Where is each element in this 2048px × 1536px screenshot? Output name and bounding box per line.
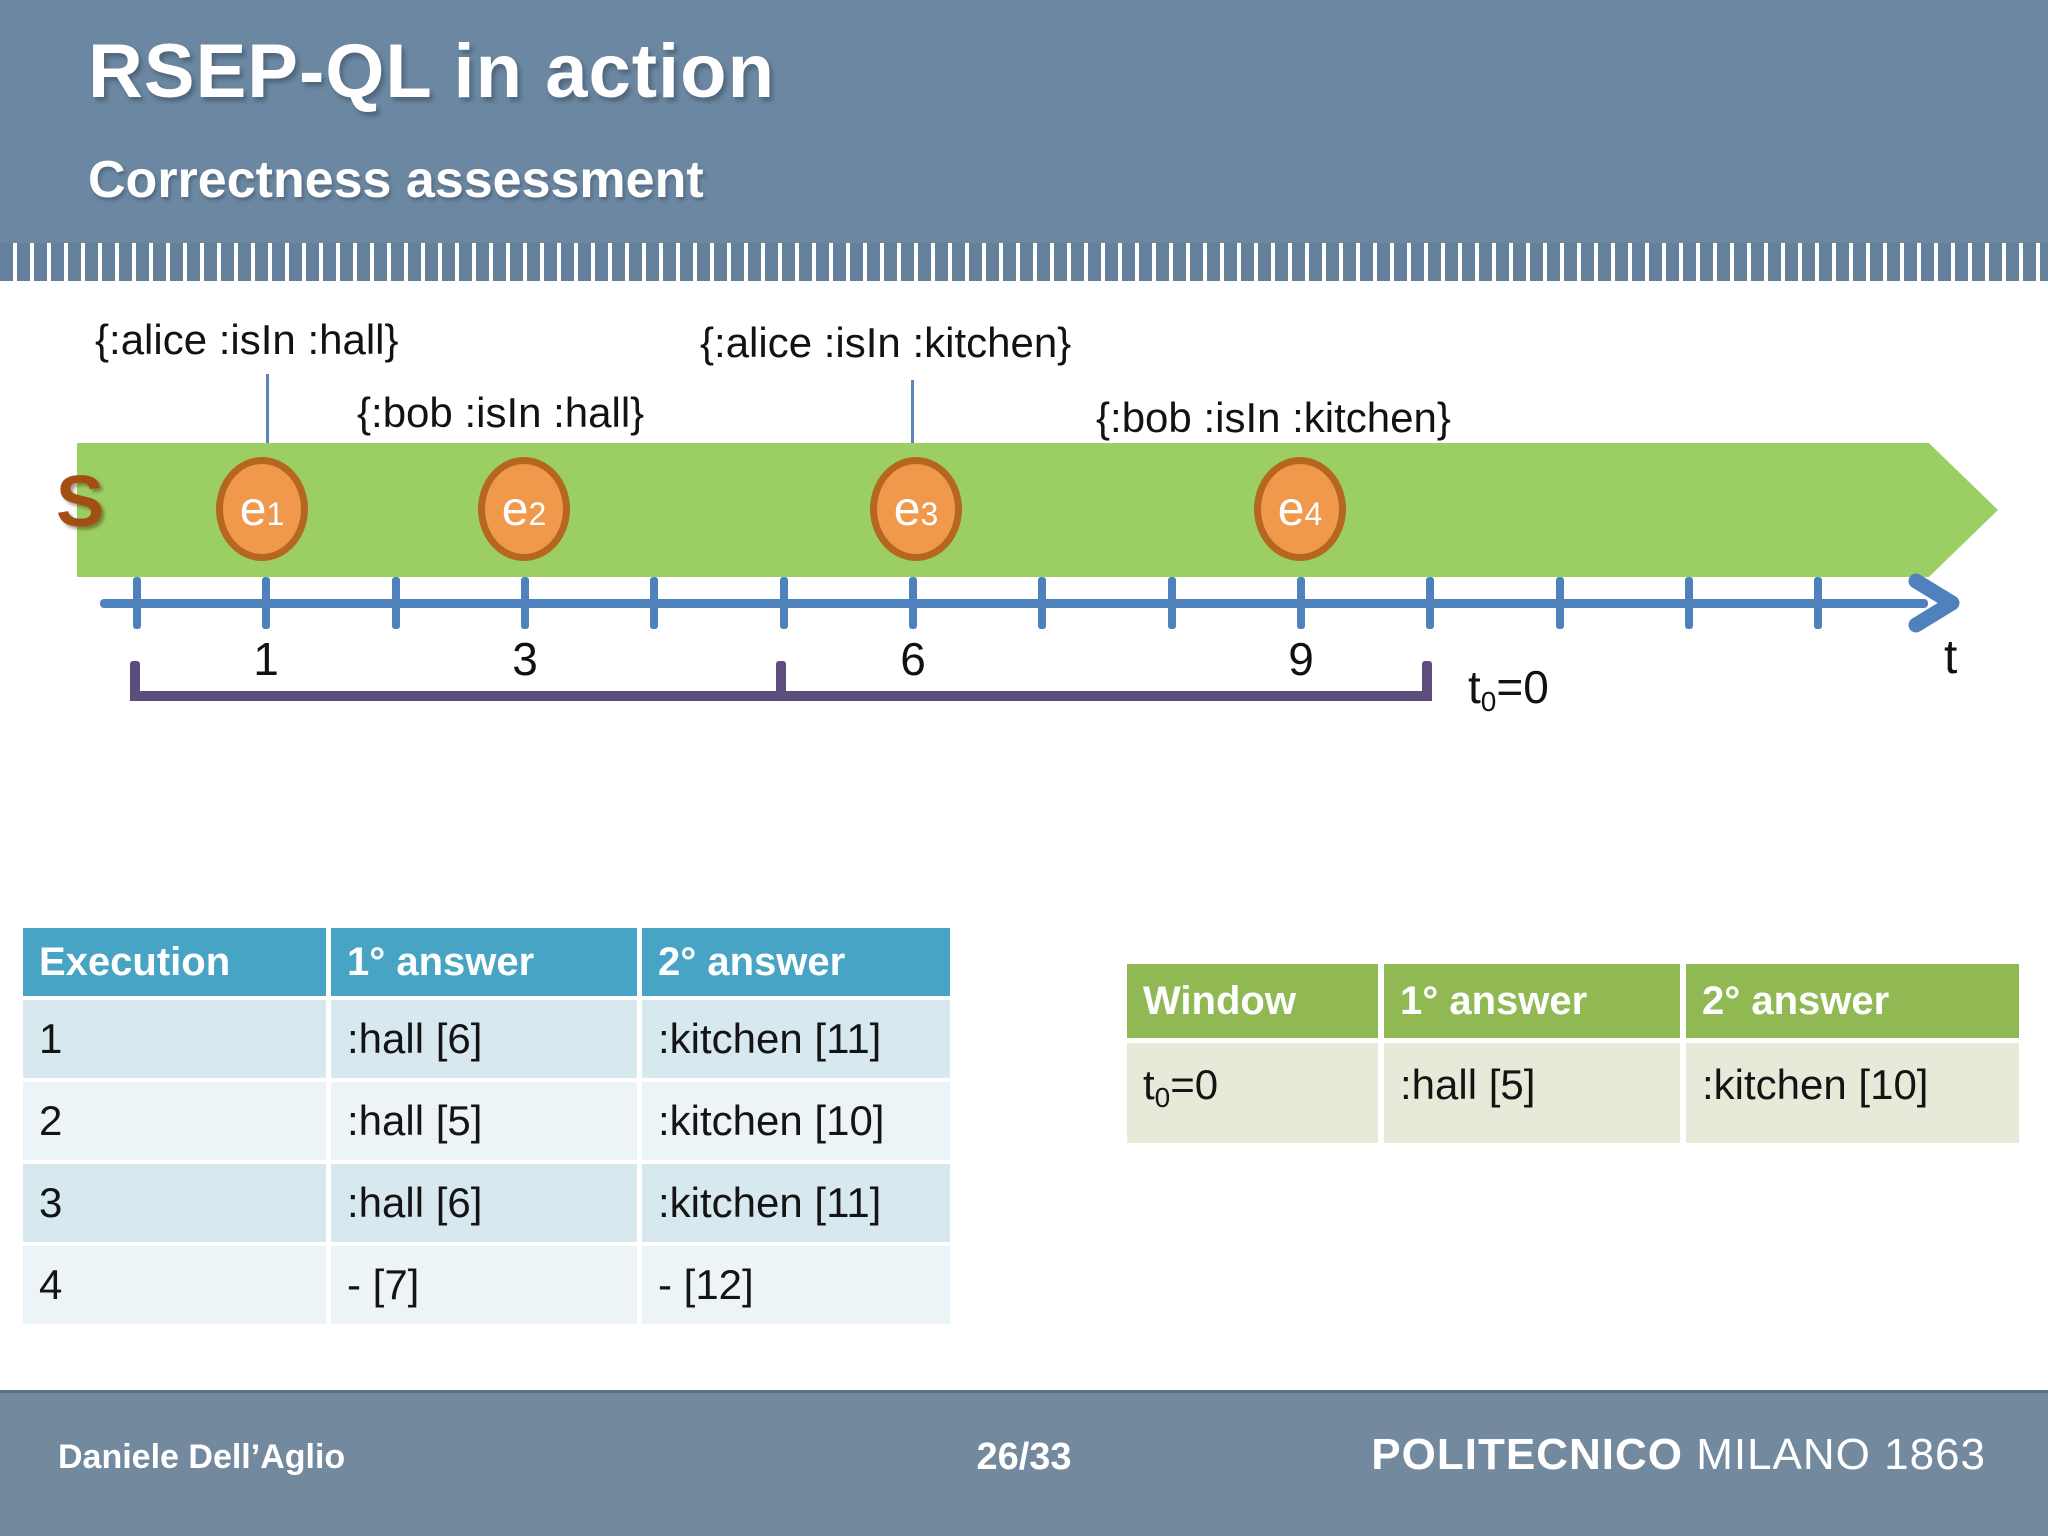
brand-light-text: MILANO 1863 [1696,1430,1986,1479]
event-label: e [239,482,267,536]
axis-tick [1814,577,1822,629]
answer1-header-cell: 1° answer [331,928,637,996]
table-cell: :kitchen [11] [642,1000,950,1078]
t0-base: t [1468,661,1481,713]
window-table: Window 1° answer 2° answer t0=0 :hall [5… [1121,959,2025,1148]
footer-brand-logo: POLITECNICO MILANO 1863 [1371,1430,1986,1480]
axis-tick [521,577,529,629]
annotation-connector-line [911,380,914,458]
axis-label-t: t [1944,631,1958,684]
t0-value: =0 [1496,661,1549,713]
axis-tick [133,577,141,629]
axis-tick [909,577,917,629]
axis-tick-label: 3 [512,633,538,685]
window-bracket-riser [130,661,140,701]
time-axis-arrowhead-icon [1908,573,1960,633]
table-cell: :kitchen [11] [642,1164,950,1242]
table-cell: :hall [5] [331,1082,637,1160]
table-cell: 3 [23,1164,326,1242]
event-label: e [501,482,529,536]
event-index: 2 [528,495,547,532]
axis-tick [1685,577,1693,629]
axis-tick-label: 1 [253,633,279,685]
event-index: 3 [920,495,939,532]
table-row: 2 :hall [5] :kitchen [10] [23,1082,950,1160]
annotation-connector-line [266,374,269,458]
table-cell: 2 [23,1082,326,1160]
table-cell: :kitchen [10] [1686,1043,2019,1143]
axis-tick [780,577,788,629]
table-row: 3 :hall [6] :kitchen [11] [23,1164,950,1242]
table-cell: :kitchen [10] [642,1082,950,1160]
annotation-bob-hall: {:bob :isIn :hall} [357,389,645,436]
window-table-header-row: Window 1° answer 2° answer [1127,964,2019,1038]
t0-subscript: 0 [1480,686,1497,717]
axis-tick [1038,577,1046,629]
t0-subscript: 0 [1154,1082,1171,1113]
table-row: 1 :hall [6] :kitchen [11] [23,1000,950,1078]
event-label: e [1277,482,1305,536]
event-label: e [893,482,921,536]
window-bracket-riser [776,661,786,701]
brand-bold-text: POLITECNICO [1371,1430,1683,1479]
table-row: t0=0 :hall [5] :kitchen [10] [1127,1043,2019,1143]
axis-tick [1297,577,1305,629]
answer2-header-cell: 2° answer [642,928,950,996]
window-bracket-riser [1422,661,1432,701]
header-stripe-pattern [0,243,2048,281]
axis-tick-label: 9 [1288,633,1314,685]
table-cell: t0=0 [1127,1043,1378,1143]
t0-base: t [1143,1061,1155,1108]
table-cell: :hall [6] [331,1000,637,1078]
table-cell: :hall [6] [331,1164,637,1242]
execution-header-cell: Execution [23,928,326,996]
axis-tick [1426,577,1434,629]
axis-tick [392,577,400,629]
page-subtitle: Correctness assessment [88,151,704,209]
annotation-bob-kitchen: {:bob :isIn :kitchen} [1096,394,1451,441]
annotation-alice-hall: {:alice :isIn :hall} [95,316,399,363]
table-cell: 4 [23,1246,326,1324]
footer-page-number: 26/33 [976,1436,1072,1478]
stream-label: S [56,462,105,542]
axis-tick-label: 6 [900,633,926,685]
event-index: 1 [266,495,285,532]
table-cell: 1 [23,1000,326,1078]
axis-tick [650,577,658,629]
execution-table-header-row: Execution 1° answer 2° answer [23,928,950,996]
axis-tick [1556,577,1564,629]
execution-table: Execution 1° answer 2° answer 1 :hall [6… [18,924,955,1328]
table-cell: - [12] [642,1246,950,1324]
page-title: RSEP-QL in action [88,29,776,114]
answer1-header-cell: 1° answer [1384,964,1680,1038]
t0-value: =0 [1170,1061,1219,1108]
table-cell: - [7] [331,1246,637,1324]
stream-arrow-band [77,443,1998,577]
event-index: 4 [1304,495,1323,532]
footer-author: Daniele Dell’Aglio [58,1438,346,1476]
answer2-header-cell: 2° answer [1686,964,2019,1038]
axis-tick [1168,577,1176,629]
time-axis-line [100,599,1928,608]
annotation-alice-kitchen: {:alice :isIn :kitchen} [700,319,1072,366]
table-cell: :hall [5] [1384,1043,1680,1143]
t0-label: t0=0 [1468,660,1549,718]
slide-footer: Daniele Dell’Aglio 26/33 POLITECNICO MIL… [0,1390,2048,1536]
table-row: 4 - [7] - [12] [23,1246,950,1324]
axis-tick [262,577,270,629]
window-header-cell: Window [1127,964,1378,1038]
slide-header: RSEP-QL in action Correctness assessment [0,0,2048,243]
